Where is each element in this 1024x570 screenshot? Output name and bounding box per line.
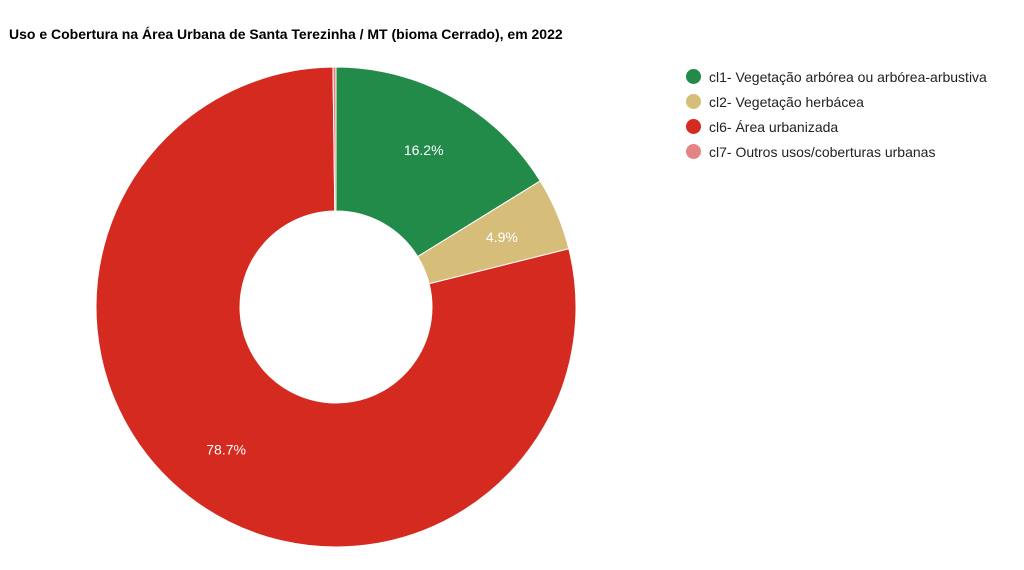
legend-label: cl7- Outros usos/coberturas urbanas — [709, 143, 936, 160]
legend-label: cl2- Vegetação herbácea — [709, 93, 864, 110]
slice-cl6[interactable] — [95, 66, 577, 548]
legend: cl1- Vegetação arbórea ou arbórea-arbust… — [686, 64, 987, 164]
slice-cl1[interactable] — [335, 66, 541, 258]
legend-item-cl2[interactable]: cl2- Vegetação herbácea — [686, 89, 987, 114]
chart-title: Uso e Cobertura na Área Urbana de Santa … — [9, 26, 563, 42]
legend-swatch — [686, 119, 701, 134]
legend-item-cl1[interactable]: cl1- Vegetação arbórea ou arbórea-arbust… — [686, 64, 987, 89]
legend-label: cl6- Área urbanizada — [709, 118, 839, 135]
slice-value-label: 78.7% — [206, 442, 246, 458]
slice-value-label: 4.9% — [486, 229, 518, 245]
slice-value-label: 16.2% — [404, 142, 444, 158]
slice-cl7[interactable] — [332, 66, 337, 212]
legend-swatch — [686, 144, 701, 159]
legend-item-cl6[interactable]: cl6- Área urbanizada — [686, 114, 987, 139]
legend-swatch — [686, 69, 701, 84]
legend-item-cl7[interactable]: cl7- Outros usos/coberturas urbanas — [686, 139, 987, 164]
legend-swatch — [686, 94, 701, 109]
legend-label: cl1- Vegetação arbórea ou arbórea-arbust… — [709, 68, 987, 85]
